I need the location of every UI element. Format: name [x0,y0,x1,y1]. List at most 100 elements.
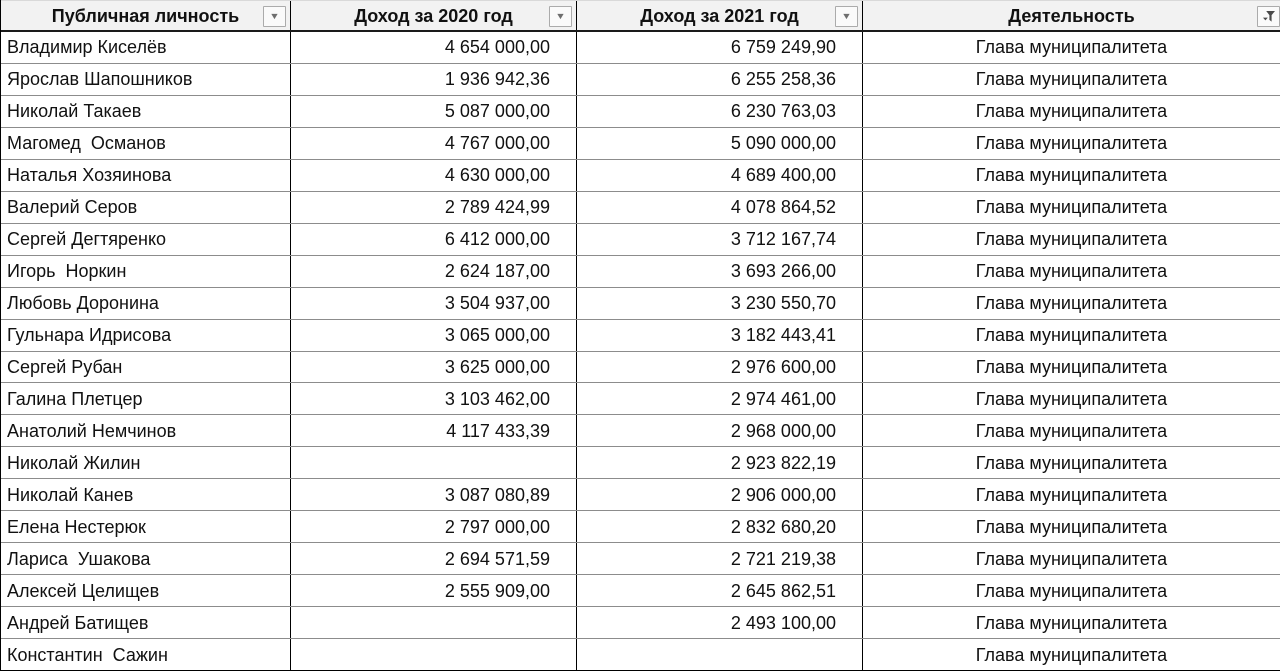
cell-income-2020[interactable]: 4 117 433,39 [291,415,577,447]
filter-dropdown-public-person[interactable]: ▼ [263,6,286,27]
cell-activity[interactable]: Глава муниципалитета [975,197,1168,218]
cell-public-person[interactable]: Лариса Ушакова [1,543,291,575]
cell-activity[interactable]: Глава муниципалитета [975,388,1168,409]
header-income-2021[interactable]: Доход за 2021 год ▼ [577,1,863,30]
table-row: Елена Нестерюк 2 797 000,00 2 832 680,20… [1,511,1280,544]
cell-income-2021[interactable]: 3 693 266,00 [577,255,863,287]
cell-activity[interactable]: Глава муниципалитета [975,133,1168,154]
table-body: Владимир Киселёв 4 654 000,00 6 759 249,… [1,32,1280,670]
cell-income-2021[interactable]: 3 182 443,41 [577,319,863,351]
cell-activity[interactable]: Глава муниципалитета [975,452,1168,473]
cell-public-person[interactable]: Владимир Киселёв [1,32,291,63]
cell-public-person[interactable]: Константин Сажин [1,639,291,670]
cell-income-2021[interactable]: 4 078 864,52 [577,191,863,223]
cell-income-2020[interactable]: 3 065 000,00 [291,319,577,351]
cell-activity[interactable]: Глава муниципалитета [975,325,1168,346]
cell-income-2020[interactable]: 3 103 462,00 [291,383,577,415]
cell-income-2020[interactable]: 2 624 187,00 [291,255,577,287]
cell-public-person[interactable]: Николай Канев [1,479,291,511]
cell-income-2020[interactable]: 3 087 080,89 [291,479,577,511]
cell-income-2020[interactable]: 5 087 000,00 [291,95,577,127]
cell-income-2021[interactable]: 6 759 249,90 [577,32,863,63]
cell-income-2020[interactable]: 6 412 000,00 [291,223,577,255]
cell-income-2020[interactable]: 3 504 937,00 [291,287,577,319]
filter-dropdown-income-2020[interactable]: ▼ [549,6,572,27]
chevron-down-icon: ▼ [269,11,280,21]
cell-activity[interactable]: Глава муниципалитета [975,484,1168,505]
cell-public-person[interactable]: Валерий Серов [1,191,291,223]
cell-income-2021[interactable]: 4 689 400,00 [577,159,863,191]
cell-activity[interactable]: Глава муниципалитета [975,101,1168,122]
cell-public-person[interactable]: Сергей Дегтяренко [1,223,291,255]
cell-income-2020[interactable]: 1 936 942,36 [291,63,577,95]
cell-income-2021[interactable]: 3 230 550,70 [577,287,863,319]
cell-activity[interactable]: Глава муниципалитета [975,516,1168,537]
cell-income-2021[interactable]: 3 712 167,74 [577,223,863,255]
cell-activity[interactable]: Глава муниципалитета [975,165,1168,186]
cell-income-2020[interactable]: 2 797 000,00 [291,511,577,543]
filter-dropdown-income-2021[interactable]: ▼ [835,6,858,27]
cell-income-2021[interactable]: 6 255 258,36 [577,63,863,95]
cell-public-person[interactable]: Наталья Хозяинова [1,159,291,191]
cell-income-2021[interactable]: 2 645 862,51 [577,575,863,607]
cell-public-person[interactable]: Сергей Рубан [1,351,291,383]
cell-income-2020[interactable]: 2 694 571,59 [291,543,577,575]
cell-income-2020[interactable]: 4 654 000,00 [291,32,577,63]
cell-income-2021[interactable]: 2 721 219,38 [577,543,863,575]
table-row: Игорь Норкин 2 624 187,00 3 693 266,00 Г… [1,255,1280,288]
cell-income-2021[interactable]: 2 976 600,00 [577,351,863,383]
cell-income-2020[interactable]: 3 625 000,00 [291,351,577,383]
cell-income-2020[interactable]: 2 555 909,00 [291,575,577,607]
cell-public-person[interactable]: Анатолий Немчинов [1,415,291,447]
table-row: Алексей Целищев 2 555 909,00 2 645 862,5… [1,575,1280,608]
table-row: Любовь Доронина 3 504 937,00 3 230 550,7… [1,287,1280,320]
cell-public-person[interactable]: Магомед Османов [1,127,291,159]
cell-income-2021[interactable]: 2 493 100,00 [577,607,863,639]
table-row: Ярослав Шапошников 1 936 942,36 6 255 25… [1,63,1280,96]
filter-active-activity[interactable] [1257,6,1280,27]
cell-public-person[interactable]: Николай Жилин [1,447,291,479]
cell-activity[interactable]: Глава муниципалитета [975,229,1168,250]
cell-activity[interactable]: Глава муниципалитета [975,357,1168,377]
cell-activity[interactable]: Глава муниципалитета [975,293,1168,314]
table-row: Лариса Ушакова 2 694 571,59 2 721 219,38… [1,543,1280,576]
cell-income-2021[interactable]: 2 974 461,00 [577,383,863,415]
cell-income-2021[interactable]: 2 923 822,19 [577,447,863,479]
cell-public-person[interactable]: Ярослав Шапошников [1,63,291,95]
cell-income-2020[interactable]: 4 767 000,00 [291,127,577,159]
cell-income-2020[interactable] [291,639,577,670]
cell-public-person[interactable]: Алексей Целищев [1,575,291,607]
cell-public-person[interactable]: Галина Плетцер [1,383,291,415]
cell-activity[interactable]: Глава муниципалитета [975,69,1168,90]
header-activity[interactable]: Деятельность [863,1,1280,30]
cell-public-person[interactable]: Андрей Батищев [1,607,291,639]
cell-income-2021[interactable]: 2 968 000,00 [577,415,863,447]
cell-activity[interactable]: Глава муниципалитета [975,580,1168,601]
cell-public-person[interactable]: Елена Нестерюк [1,511,291,543]
cell-income-2021[interactable]: 6 230 763,03 [577,95,863,127]
header-public-person[interactable]: Публичная личность ▼ [1,1,291,30]
cell-activity[interactable]: Глава муниципалитета [975,644,1168,665]
cell-income-2020[interactable] [291,607,577,639]
cell-activity[interactable]: Глава муниципалитета [975,420,1168,441]
table-row: Сергей Рубан 3 625 000,00 2 976 600,00 Г… [1,351,1280,384]
cell-public-person[interactable]: Игорь Норкин [1,255,291,287]
cell-income-2020[interactable]: 2 789 424,99 [291,191,577,223]
cell-income-2020[interactable] [291,447,577,479]
cell-income-2021[interactable]: 2 906 000,00 [577,479,863,511]
cell-activity[interactable]: Глава муниципалитета [975,37,1168,58]
cell-activity[interactable]: Глава муниципалитета [975,261,1168,282]
cell-income-2020[interactable]: 4 630 000,00 [291,159,577,191]
header-row: Публичная личность ▼ Доход за 2020 год ▼… [1,0,1280,32]
cell-income-2021[interactable]: 2 832 680,20 [577,511,863,543]
cell-public-person[interactable]: Гульнара Идрисова [1,319,291,351]
cell-public-person[interactable]: Любовь Доронина [1,287,291,319]
cell-income-2021[interactable] [577,639,863,670]
table-row: Андрей Батищев 2 493 100,00 Глава муници… [1,607,1280,640]
cell-public-person[interactable]: Николай Такаев [1,95,291,127]
header-income-2020[interactable]: Доход за 2020 год ▼ [291,1,577,30]
cell-income-2021[interactable]: 5 090 000,00 [577,127,863,159]
cell-activity[interactable]: Глава муниципалитета [975,548,1168,569]
cell-activity[interactable]: Глава муниципалитета [975,612,1168,633]
